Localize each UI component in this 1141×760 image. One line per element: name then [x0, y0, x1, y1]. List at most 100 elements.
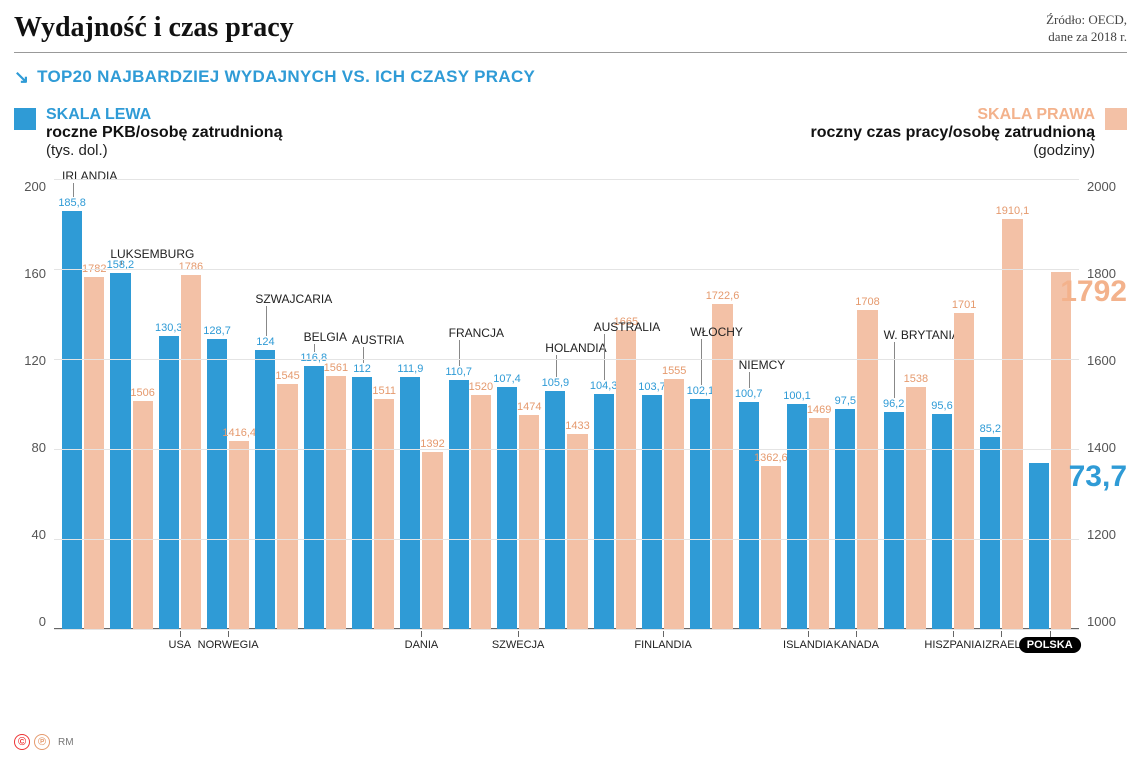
y-right-tick: 1600: [1087, 353, 1127, 368]
gridline: [54, 359, 1079, 360]
bar-gdp-label: 102,1: [687, 385, 715, 397]
country-group: 116,81561BELGIA: [304, 179, 346, 629]
legend-left-unit: (tys. dol.): [46, 142, 282, 159]
y-right-tick: 1000: [1087, 614, 1127, 629]
subtitle: TOP20 NAJBARDZIEJ WYDAJNYCH VS. ICH CZAS…: [37, 67, 535, 87]
bar-hours: 1506: [133, 401, 153, 629]
bar-hours-label: 1786: [179, 261, 203, 273]
y-axis-left: 20016012080400: [14, 179, 46, 629]
country-callout: IRLANDIA: [62, 169, 117, 183]
callout-line: [459, 340, 460, 366]
bar-hours-label: 1708: [855, 296, 879, 308]
bar-hours: 1520: [471, 395, 491, 629]
y-axis-right: 200018001600140012001000: [1087, 179, 1127, 629]
bar-hours: 1545: [277, 384, 297, 629]
main-title: Wydajność i czas pracy: [14, 12, 294, 44]
x-label: USA: [169, 639, 192, 651]
bar-gdp-label: 112: [353, 363, 371, 375]
x-label: POLSKA: [1019, 639, 1081, 651]
bar-hours-label: 1416,4: [222, 427, 256, 439]
subtitle-row: ↘ TOP20 NAJBARDZIEJ WYDAJNYCH VS. ICH CZ…: [14, 67, 1127, 88]
country-callout: FRANCJA: [449, 326, 504, 340]
x-label: DANIA: [405, 639, 439, 651]
bar-gdp-label: 110,7: [445, 366, 472, 378]
bar-hours: 1433: [567, 434, 587, 629]
bar-gdp: 158,2: [110, 273, 130, 629]
legend-left-desc: roczne PKB/osobę zatrudnioną: [46, 124, 282, 142]
bar-gdp: 107,4: [497, 387, 517, 629]
country-group: 95,61701: [932, 179, 974, 629]
bar-gdp: 128,7: [207, 339, 227, 629]
bar-gdp: 130,3: [159, 336, 179, 629]
bar-hours: 1910,1: [1002, 219, 1022, 629]
bar-gdp: 103,7: [642, 395, 662, 628]
x-label: NORWEGIA: [198, 639, 259, 651]
country-group: 185,81782IRLANDIA: [62, 179, 104, 629]
callout-line: [73, 183, 74, 197]
x-tick: [518, 631, 519, 637]
source-text: Źródło: OECD, dane za 2018 r.: [1046, 12, 1127, 46]
bar-gdp: 102,1: [690, 399, 710, 629]
x-tick: [953, 631, 954, 637]
bar-hours: 1561: [326, 376, 346, 628]
bar-hours-label: 1362,6: [754, 452, 788, 464]
arrow-icon: ↘: [14, 67, 29, 88]
x-label: ISLANDIA: [783, 639, 833, 651]
bar-hours: 1538: [906, 387, 926, 629]
y-left-tick: 40: [14, 527, 46, 542]
copyright-icon: ©: [14, 734, 30, 750]
y-left-tick: 0: [14, 614, 46, 629]
bar-hours: 1416,4: [229, 441, 249, 628]
bar-hours: 1701: [954, 313, 974, 628]
legend-right-unit: (godziny): [810, 142, 1095, 159]
x-tick: [228, 631, 229, 637]
bar-gdp: 104,3: [594, 394, 614, 629]
chart-area: 20016012080400 200018001600140012001000 …: [14, 179, 1127, 669]
country-group: 128,71416,4: [207, 179, 249, 629]
x-tick: [180, 631, 181, 637]
bar-hours: 1782: [84, 277, 104, 629]
country-group: 158,21506LUKSEMBURG: [110, 179, 152, 629]
bar-hours-label: 1722,6: [706, 290, 740, 302]
bar-gdp-label: 104,3: [590, 380, 618, 392]
legend-left-title: SKALA LEWA: [46, 106, 282, 124]
gridline: [54, 179, 1079, 180]
x-tick: [808, 631, 809, 637]
bar-hours: 1722,6: [712, 304, 732, 629]
footer: © ℗ RM: [14, 734, 74, 750]
bar-gdp-label: 111,9: [397, 363, 423, 375]
polska-gdp-big: 73,7: [1069, 460, 1127, 494]
bar-hours: 1474: [519, 415, 539, 628]
y-left-tick: 160: [14, 266, 46, 281]
bar-hours-label: 1511: [372, 385, 396, 397]
bar-hours-label: 1538: [904, 373, 928, 385]
country-group: 105,91433HOLANDIA: [545, 179, 587, 629]
legend-right-title: SKALA PRAWA: [810, 106, 1095, 124]
callout-line: [363, 347, 364, 363]
bar-gdp-label: 130,3: [155, 322, 183, 334]
legend-left-swatch: [14, 108, 36, 130]
legend-right: SKALA PRAWA roczny czas pracy/osobę zatr…: [810, 106, 1127, 159]
bar-gdp: 96,2: [884, 412, 904, 628]
x-label: KANADA: [834, 639, 879, 651]
bar-gdp-label: 96,2: [883, 398, 904, 410]
country-group: 103,7 1555: [642, 179, 684, 629]
gridline: [54, 539, 1079, 540]
callout-line: [604, 334, 605, 380]
bar-gdp: 110,7: [449, 380, 469, 629]
bar-hours: 1511: [374, 399, 394, 629]
bar-hours-label: 1910,1: [996, 205, 1030, 217]
bar-gdp: [1029, 463, 1049, 629]
bar-gdp-label: 107,4: [493, 373, 521, 385]
y-right-tick: 1200: [1087, 527, 1127, 542]
callout-line: [314, 344, 315, 352]
bar-gdp-label: 100,7: [735, 388, 763, 400]
bar-gdp: 95,6: [932, 414, 952, 629]
bar-hours-label: 1555: [662, 365, 686, 377]
y-left-tick: 80: [14, 440, 46, 455]
y-right-tick: 2000: [1087, 179, 1127, 194]
footer-signature: RM: [58, 737, 74, 748]
bar-hours-label: 1506: [130, 387, 154, 399]
legend-row: SKALA LEWA roczne PKB/osobę zatrudnioną …: [14, 106, 1127, 159]
bar-hours: [1051, 272, 1071, 628]
